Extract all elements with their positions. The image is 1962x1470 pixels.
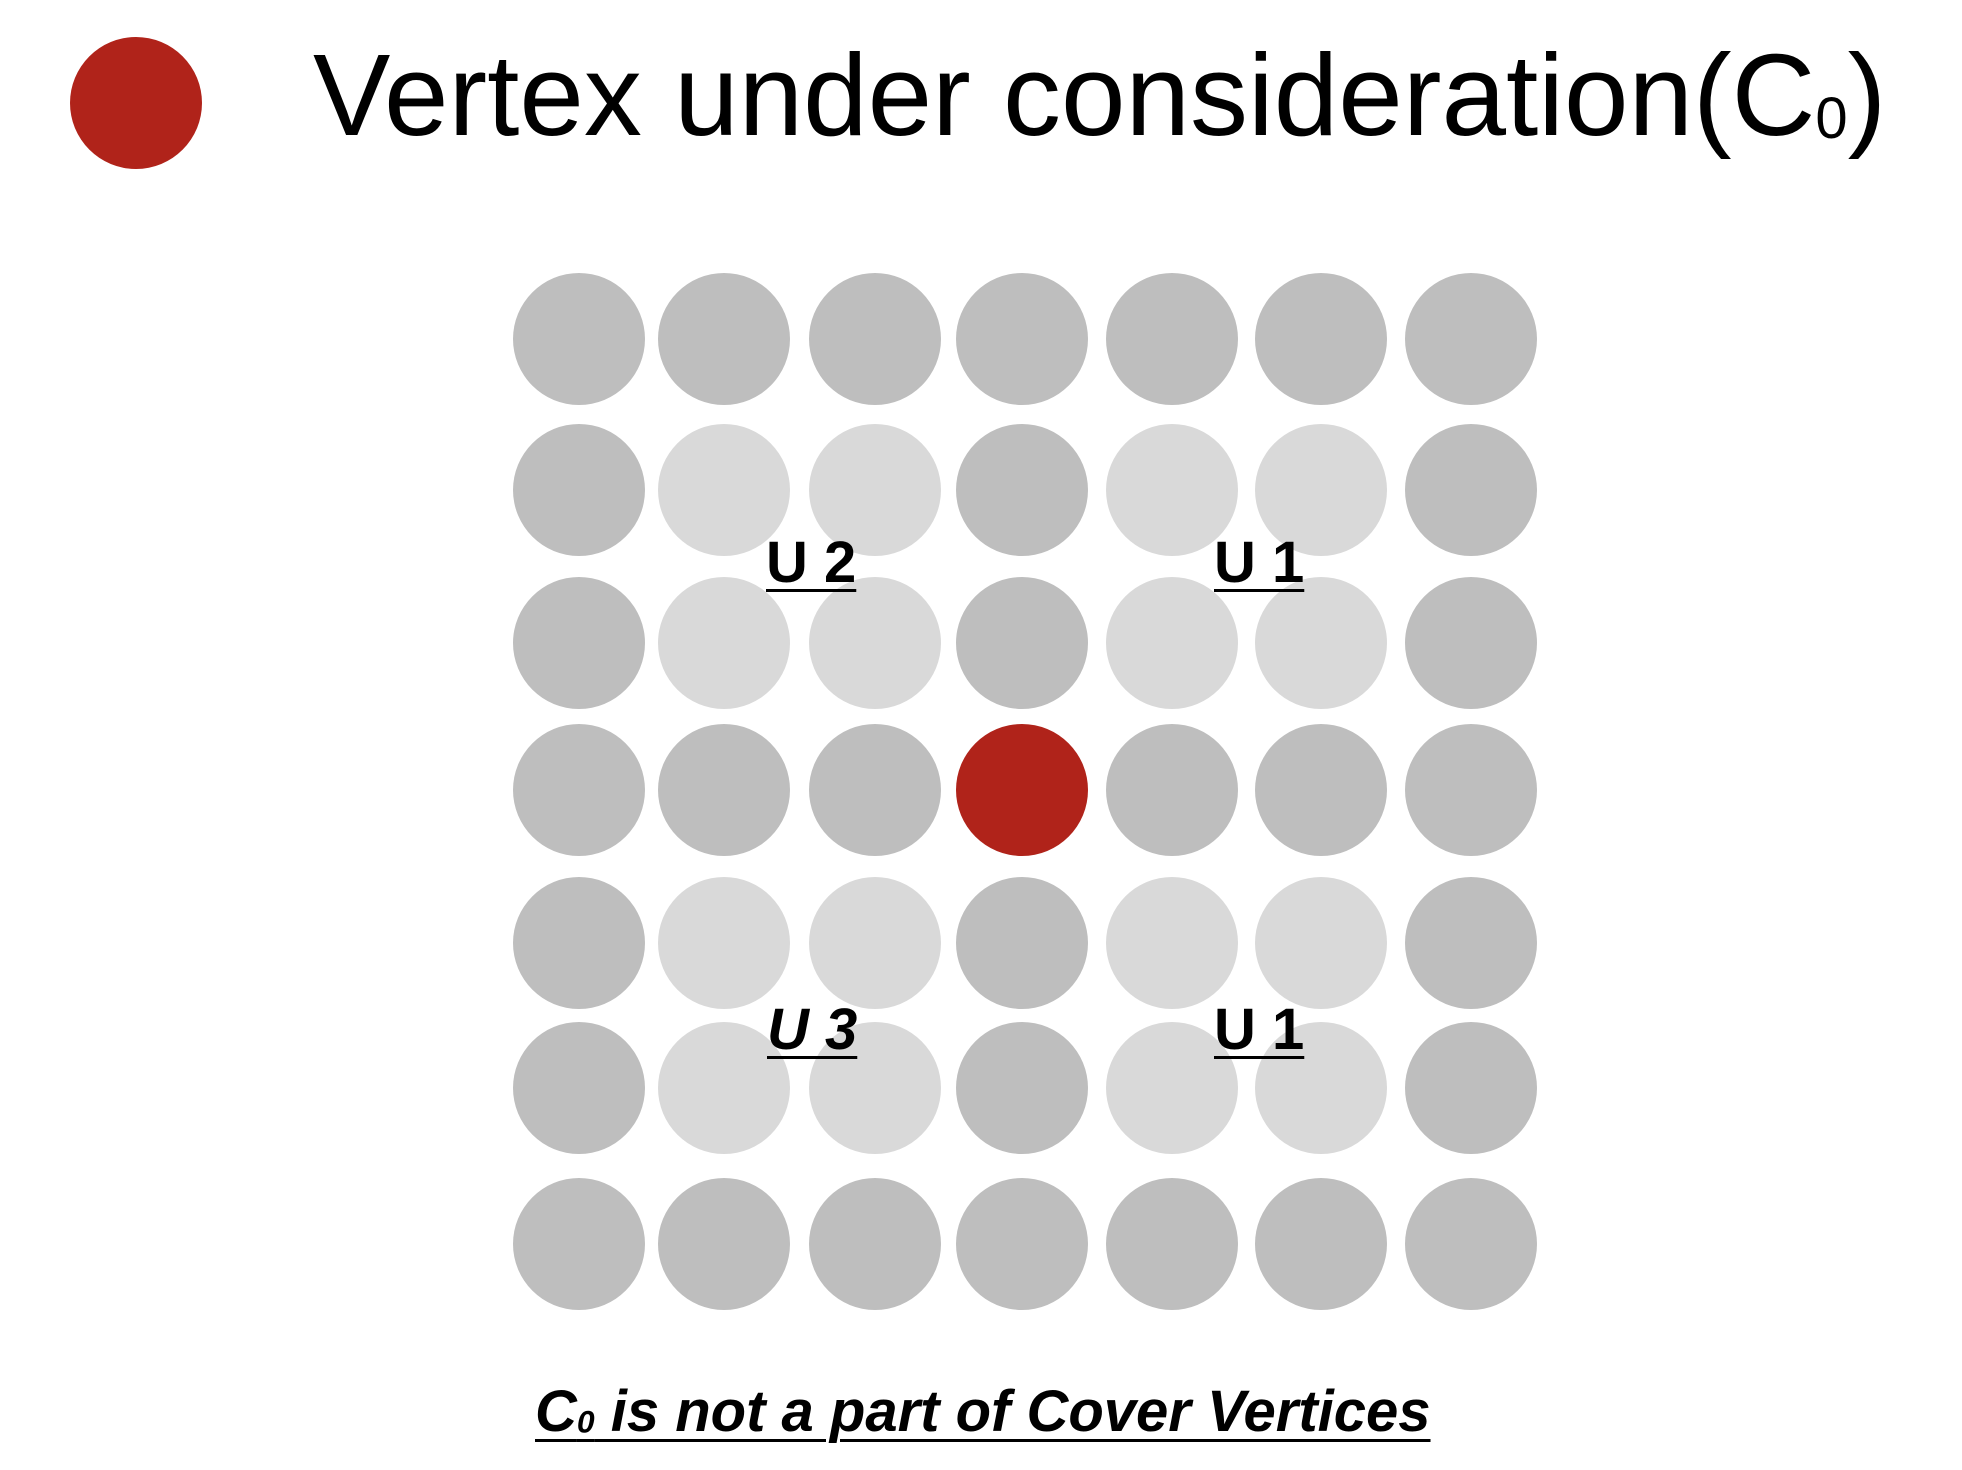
vertex-dark — [1405, 577, 1537, 709]
vertex-dark — [809, 724, 941, 856]
vertex-dark — [1405, 1022, 1537, 1154]
vertex-dark — [809, 273, 941, 405]
vertex-light — [1106, 577, 1238, 709]
legend-vertex-icon — [70, 37, 202, 169]
region-label-u3: U 3 — [767, 997, 858, 1062]
legend-label-subscript: 0 — [1815, 85, 1848, 151]
vertex-dark — [1255, 724, 1387, 856]
vertex-light — [658, 424, 790, 556]
legend-label-closing: ) — [1847, 30, 1887, 160]
vertex-dark — [1405, 424, 1537, 556]
vertex-light — [1255, 424, 1387, 556]
current-vertex — [956, 724, 1088, 856]
vertex-dark — [1405, 1178, 1537, 1310]
vertex-dark — [513, 577, 645, 709]
vertex-dark — [1405, 724, 1537, 856]
vertex-dark — [513, 1178, 645, 1310]
vertex-dark — [956, 577, 1088, 709]
vertex-light — [1255, 577, 1387, 709]
vertex-light — [658, 577, 790, 709]
vertex-dark — [1106, 724, 1238, 856]
vertex-light — [809, 1022, 941, 1154]
vertex-dark — [658, 724, 790, 856]
caption-rest: is not a part of Cover Vertices — [594, 1379, 1431, 1444]
vertex-dark — [956, 877, 1088, 1009]
vertex-light — [809, 877, 941, 1009]
vertex-dark — [513, 1022, 645, 1154]
vertex-light — [1255, 1022, 1387, 1154]
caption-subscript: 0 — [576, 1403, 595, 1440]
vertex-dark — [513, 424, 645, 556]
vertex-dark — [956, 273, 1088, 405]
vertex-light — [658, 1022, 790, 1154]
vertex-dark — [658, 273, 790, 405]
vertex-dark — [1106, 273, 1238, 405]
vertex-light — [1255, 877, 1387, 1009]
vertex-light — [1106, 424, 1238, 556]
vertex-dark — [513, 877, 645, 1009]
vertex-dark — [1106, 1178, 1238, 1310]
legend-label-text: Vertex under consideration(C — [313, 30, 1816, 160]
region-label-u2: U 2 — [766, 530, 857, 595]
vertex-dark — [513, 273, 645, 405]
vertex-light — [1106, 1022, 1238, 1154]
vertex-dark — [513, 724, 645, 856]
vertex-light — [809, 424, 941, 556]
vertex-dark — [1405, 877, 1537, 1009]
caption: C0 is not a part of Cover Vertices — [535, 1383, 1431, 1441]
vertex-dark — [956, 1178, 1088, 1310]
vertex-dark — [956, 424, 1088, 556]
vertex-dark — [1255, 1178, 1387, 1310]
vertex-light — [809, 577, 941, 709]
vertex-dark — [1255, 273, 1387, 405]
vertex-dark — [956, 1022, 1088, 1154]
vertex-light — [658, 877, 790, 1009]
region-label-u1-bottom: U 1 — [1214, 997, 1305, 1062]
vertex-dark — [658, 1178, 790, 1310]
vertex-dark — [1405, 273, 1537, 405]
legend-label: Vertex under consideration(C0) — [313, 26, 1886, 165]
caption-prefix: C — [535, 1379, 577, 1444]
region-label-u1-top: U 1 — [1214, 530, 1305, 595]
vertex-light — [1106, 877, 1238, 1009]
vertex-dark — [809, 1178, 941, 1310]
